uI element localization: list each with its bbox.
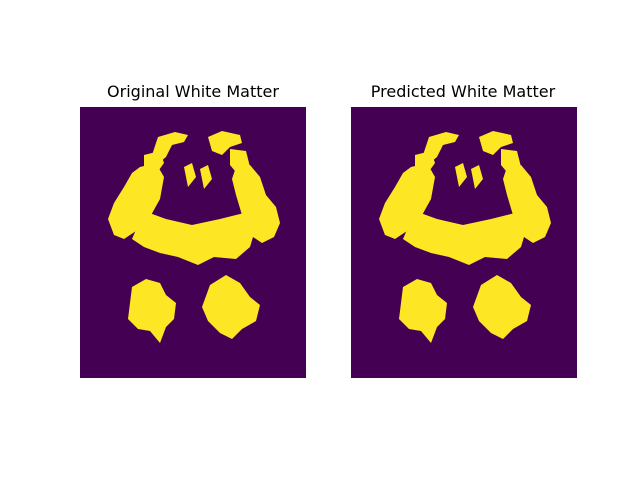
original-title: Original White Matter xyxy=(107,82,279,101)
predicted-title: Predicted White Matter xyxy=(370,82,556,101)
predicted-white-matter-image xyxy=(351,107,577,378)
original-white-matter-image xyxy=(80,107,306,378)
original-mask-svg xyxy=(80,107,306,378)
predicted-mask-svg xyxy=(351,107,577,378)
